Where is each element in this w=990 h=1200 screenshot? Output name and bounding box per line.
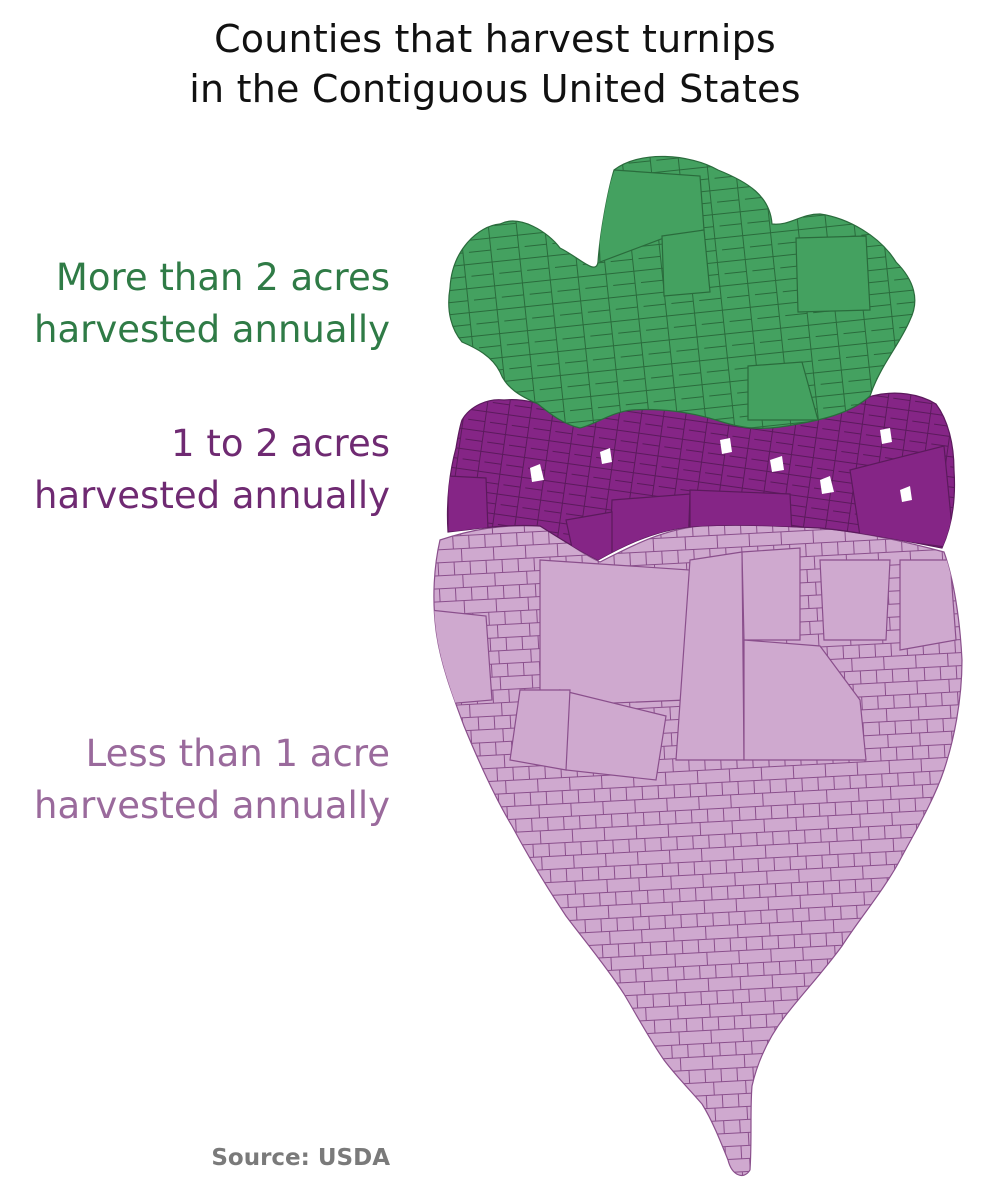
legend-less-than-1-acre: Less than 1 acre harvested annually [34,728,390,832]
legend-light-line-1: Less than 1 acre [85,732,390,775]
gap-4 [770,456,784,472]
county-large-1 [539,559,691,707]
gap-5 [820,476,834,494]
gap-6 [880,428,892,444]
legend-light-line-2: harvested annually [34,784,390,827]
gap-2 [600,448,612,464]
map-title: Counties that harvest turnips in the Con… [0,14,990,114]
gap-7 [900,486,912,502]
title-line-2: in the Contiguous United States [189,67,801,111]
county-green-2 [795,235,871,313]
legend-more-than-2-acres: More than 2 acres harvested annually [34,252,390,356]
title-line-1: Counties that harvest turnips [214,17,776,61]
legend-green-line-1: More than 2 acres [55,256,390,299]
county-large-4 [743,639,867,761]
county-green-4 [661,229,711,297]
gap-1 [530,464,544,482]
legend-green-line-2: harvested annually [34,308,390,351]
legend-purple-line-2: harvested annually [34,474,390,517]
county-large-8 [433,609,493,705]
source-credit: Source: USDA [211,1145,390,1171]
gap-3 [720,438,732,454]
county-large-7 [899,559,957,651]
county-large-9 [819,559,891,641]
legend-1-to-2-acres: 1 to 2 acres harvested annually [34,418,390,522]
county-large-6 [509,689,571,771]
legend-purple-line-1: 1 to 2 acres [171,422,390,465]
county-large-3 [741,547,801,641]
purple-gaps [530,428,912,502]
region-more-than-2-acres [448,155,916,429]
county-purple-4 [447,475,489,533]
region-less-than-1-acre [433,524,963,1177]
